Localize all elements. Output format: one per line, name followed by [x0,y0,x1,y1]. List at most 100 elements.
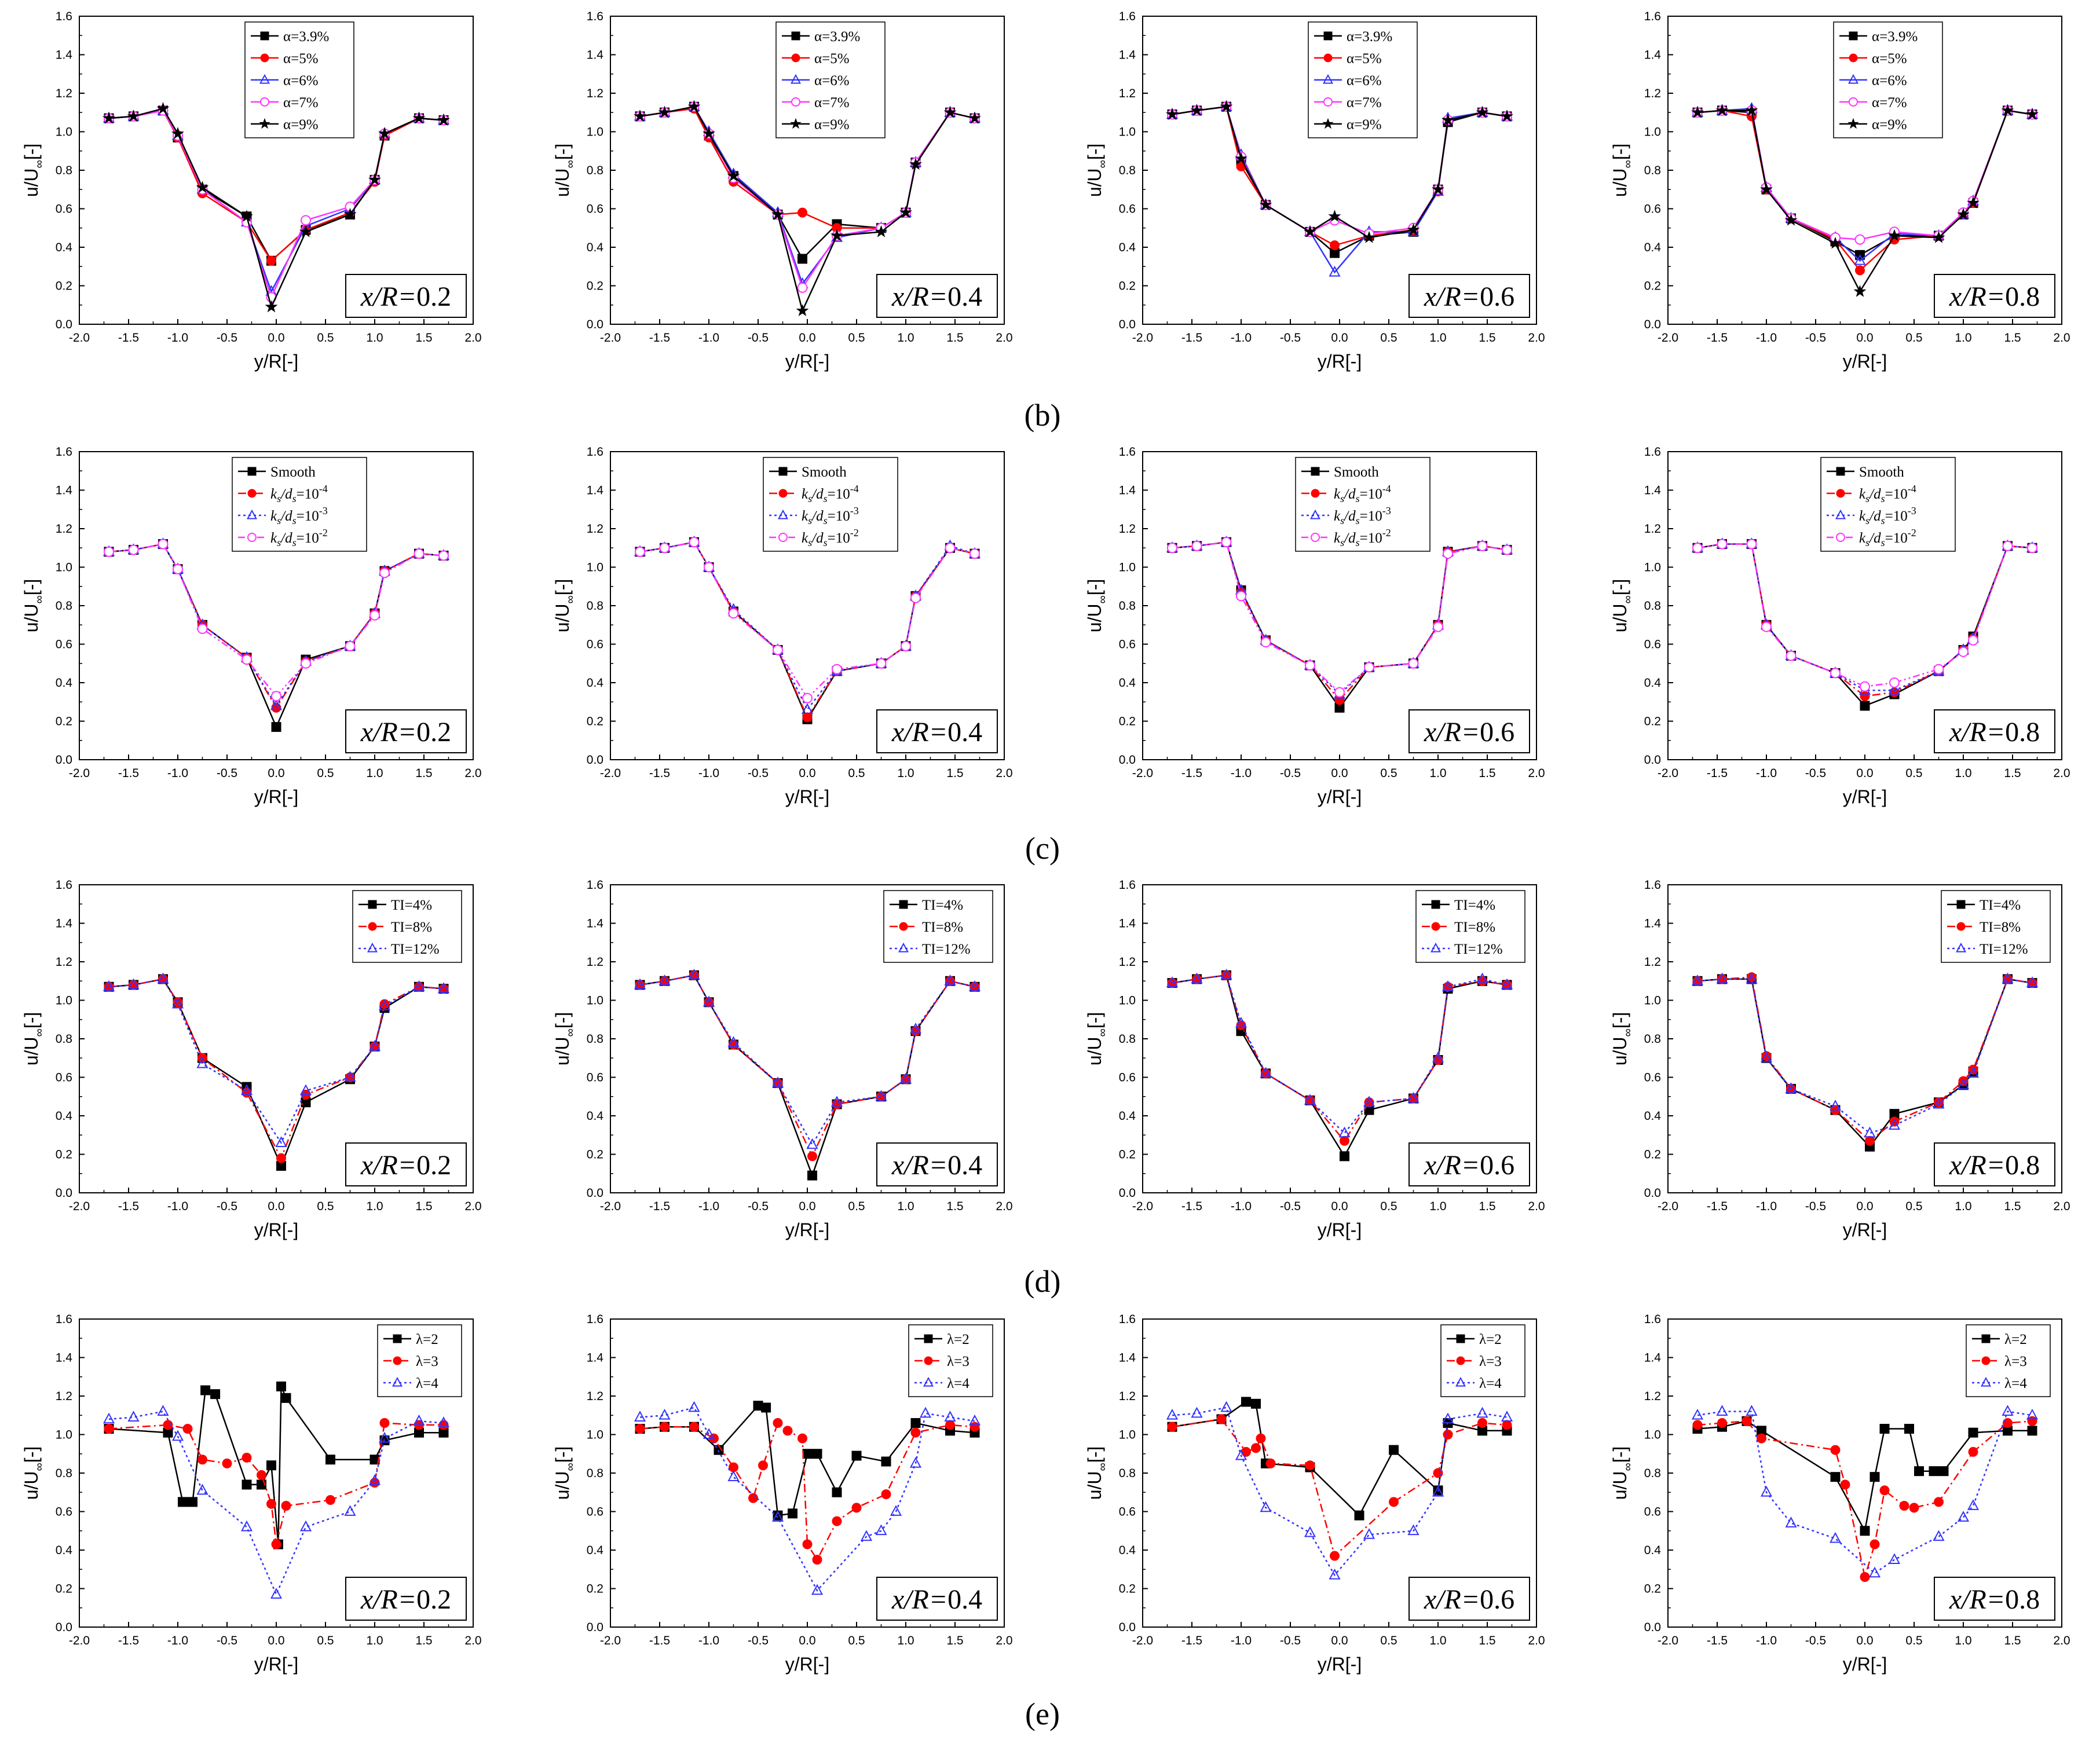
legend-marker [1309,509,1321,519]
data-point [345,640,356,651]
legend-entry: TI=8% [922,920,963,935]
data-point [807,1170,817,1181]
series [635,537,980,704]
data-point [104,1424,114,1434]
legend-entry: TI=12% [922,942,971,957]
position-value: 0.6 [1480,1584,1514,1615]
data-point [369,610,380,621]
data-point [157,1405,169,1416]
data-point [1241,1397,1251,1407]
data-point [438,550,449,561]
y-tick-label: 1.0 [1119,561,1136,574]
data-point [806,1138,818,1149]
data-point [1934,1497,1944,1507]
x-axis-label: y/R[-] [1318,1654,1362,1675]
legend-entry: λ=2 [2004,1332,2027,1347]
data-point [1904,1424,1914,1434]
y-axis-label-sub: ∞ [33,160,46,168]
data-point [2002,972,2014,984]
data-point [378,127,391,140]
y-axis-label-main: u/U [552,603,573,632]
legend-marker [259,118,270,129]
data-point [703,127,715,140]
data-point [1745,104,1758,116]
data-point [812,1555,822,1565]
data-point [1909,1503,1919,1513]
legend-entry: λ=4 [947,1376,969,1391]
y-tick-label: 0.8 [1119,164,1136,177]
row-label: (c) [1025,831,1060,866]
y-tick-label: 1.6 [1644,1313,1661,1326]
data-point [881,1489,891,1500]
y-tick-label: 1.2 [1119,87,1136,100]
x-tick-label: -0.5 [1805,1634,1826,1647]
y-tick-label: 1.6 [1644,445,1661,459]
y-tick-label: 1.2 [587,1390,603,1403]
chart-panel: -2.0 -1.5 -1.0 -0.5 0.0 0.5 1.0 1.5 2.0 0.0 0.2 0.4… [1084,10,1545,372]
data-point [171,1430,184,1441]
x-tick-label: 2.0 [1528,767,1545,780]
y-tick-label: 0.6 [587,638,603,651]
y-tick-label: 0.6 [1119,203,1136,216]
data-point [1865,1135,1875,1146]
data-point [758,1460,768,1471]
position-box [345,1142,467,1186]
legend-entry: α=3.9% [283,29,329,45]
data-point [437,982,450,993]
x-tick-label: 1.0 [366,767,383,780]
position-label: x/R=0.2 [360,717,451,748]
y-tick-label: 1.4 [56,917,73,931]
data-point [910,1026,921,1036]
data-point [158,539,169,550]
legend-entry: λ=3 [947,1354,969,1369]
x-tick-label: 0.0 [1331,1634,1348,1647]
data-point [271,1539,281,1549]
data-point [875,225,888,237]
data-point [1968,1446,1978,1457]
data-point [703,1428,715,1439]
legend-marker [1956,922,1966,931]
x-tick-label: 0.5 [1905,767,1922,780]
y-axis-label-sub: ∞ [1622,1463,1634,1471]
y-tick-label: 0.4 [1119,241,1136,254]
data-point [104,546,114,557]
data-point [1363,1528,1375,1539]
legend-marker [1849,53,1858,63]
y-axis-label-tail: [-] [21,1012,42,1028]
data-point [173,563,183,574]
data-point [344,1071,356,1082]
y-tick-label: 0.0 [1644,1186,1661,1200]
series [1166,968,1513,1138]
position-value: 0.8 [2005,1150,2040,1181]
data-point [1407,223,1420,236]
position-value: 0.4 [947,281,982,312]
data-point [1716,1405,1728,1416]
position-label: x/R=0.2 [360,281,451,312]
legend-d: /d [280,508,292,524]
data-point [1933,1530,1945,1541]
legend-marker [1836,489,1845,498]
data-point [1442,113,1454,126]
data-point [1933,1097,1945,1109]
legend-box [908,1324,993,1397]
data-point [1328,210,1341,222]
data-point [1784,213,1798,226]
legend-entry: TI=4% [391,898,432,913]
y-tick-label: 1.4 [1119,49,1136,62]
legend-marker [1836,533,1845,542]
y-axis-label-tail: [-] [21,579,42,595]
y-tick-label: 1.2 [56,522,72,536]
legend-entry: ks/ds=10-3 [1334,505,1391,526]
y-axis-label-tail: [-] [552,144,573,160]
legend-marker [778,467,788,476]
y-tick-label: 0.4 [587,676,604,690]
y-axis-label-tail: [-] [21,144,42,160]
data-point [788,1508,797,1519]
data-point [634,109,646,122]
data-point [1191,540,1202,551]
x-tick-label: 0.5 [1905,1634,1922,1647]
data-point [635,546,645,557]
x-tick-label: 2.0 [1528,331,1545,345]
data-point [1888,1119,1901,1130]
legend-k: k [270,530,277,546]
